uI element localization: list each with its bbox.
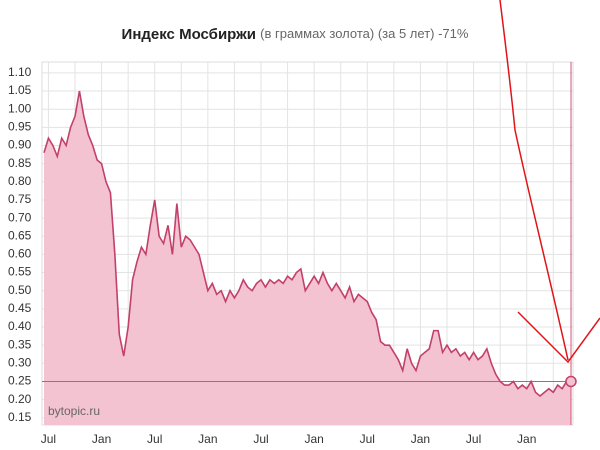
chart-title: Индекс Мосбиржи xyxy=(122,26,256,43)
y-tick-label: 0.95 xyxy=(8,120,32,134)
annotation-arrow-head xyxy=(517,311,600,364)
x-tick-label: Jan xyxy=(517,432,536,446)
y-tick-label: 0.45 xyxy=(8,301,32,315)
x-tick-label: Jul xyxy=(41,432,56,446)
x-tick-label: Jul xyxy=(253,432,268,446)
y-tick-label: 0.15 xyxy=(8,410,32,424)
chart-title-line: Индекс Мосбиржи (в граммах золота) (за 5… xyxy=(122,26,469,43)
last-point-marker xyxy=(565,375,577,388)
area-fill xyxy=(44,91,571,425)
y-tick-label: 0.20 xyxy=(8,392,32,406)
y-tick-label: 1.00 xyxy=(8,101,32,115)
y-tick-label: 0.90 xyxy=(8,138,32,152)
y-tick-label: 1.10 xyxy=(8,65,32,79)
y-tick-label: 0.60 xyxy=(8,247,32,261)
y-tick-label: 0.85 xyxy=(8,156,32,170)
x-tick-label: Jan xyxy=(304,432,323,446)
x-tick-label: Jul xyxy=(466,432,481,446)
y-tick-label: 0.55 xyxy=(8,265,32,279)
annotation-arrow xyxy=(499,0,569,361)
chart-subtitle: (в граммах золота) (за 5 лет) -71% xyxy=(260,26,469,41)
y-tick-label: 0.50 xyxy=(8,283,32,297)
y-tick-label: 0.25 xyxy=(8,374,32,388)
y-tick-label: 0.35 xyxy=(8,337,32,351)
area-line xyxy=(43,90,571,397)
y-tick-label: 0.65 xyxy=(8,228,32,242)
y-tick-label: 0.80 xyxy=(8,174,32,188)
y-tick-label: 0.75 xyxy=(8,192,32,206)
x-tick-label: Jul xyxy=(147,432,162,446)
x-tick-label: Jan xyxy=(411,432,430,446)
y-tick-label: 0.70 xyxy=(8,210,32,224)
y-tick-label: 1.05 xyxy=(8,83,32,97)
plot: 0.15 0.20 0.25 0.30 0.35 0.40 0.45 0.50 0.55 0.60… xyxy=(8,61,577,446)
y-tick-label: 0.30 xyxy=(8,355,32,369)
y-tick-label: 0.40 xyxy=(8,319,32,333)
x-tick-label: Jan xyxy=(198,432,217,446)
x-tick-label: Jan xyxy=(92,432,111,446)
x-tick-label: Jul xyxy=(360,432,375,446)
watermark: bytopic.ru xyxy=(48,404,100,418)
